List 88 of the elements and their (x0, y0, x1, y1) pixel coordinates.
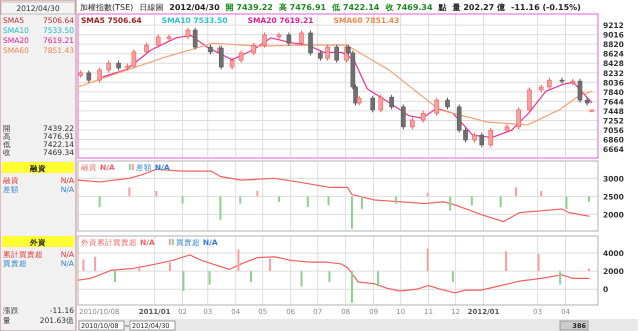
candlestick (325, 44, 330, 62)
candlestick (86, 70, 92, 84)
candlestick (116, 60, 121, 71)
candlestick (479, 132, 484, 148)
bar (256, 190, 258, 196)
candlestick (308, 30, 313, 56)
bar (328, 196, 330, 206)
bar (168, 262, 171, 272)
bar (565, 196, 568, 209)
candlestick (410, 117, 415, 130)
bar (470, 196, 473, 206)
candlestick (156, 34, 161, 48)
candlestick (445, 97, 450, 110)
bar (350, 271, 353, 303)
candlestick (238, 50, 244, 64)
text: 點 (438, 3, 447, 12)
line-series (77, 254, 590, 294)
bar (350, 196, 353, 229)
bar (377, 271, 380, 287)
bar (360, 196, 363, 209)
candlestick (186, 27, 190, 40)
candlestick (472, 132, 477, 143)
text: 收 7469.34 (385, 3, 433, 12)
candlestick (434, 97, 439, 116)
candlestick (192, 27, 198, 50)
bar (588, 196, 590, 202)
candlestick (578, 78, 582, 104)
bar (82, 259, 84, 272)
bar (500, 196, 502, 208)
bar (155, 190, 158, 196)
candlestick (208, 44, 213, 55)
candlestick (547, 77, 552, 90)
candlestick (516, 106, 521, 130)
bar (219, 196, 222, 220)
bar (182, 196, 184, 204)
bar (540, 190, 542, 196)
chart-subtitle: 日線圖 (139, 3, 164, 12)
bar (94, 256, 96, 272)
bar (98, 196, 101, 208)
bar (395, 196, 398, 204)
bar (128, 187, 130, 196)
text: -11.16 (-0.15%) (511, 3, 581, 12)
bar (268, 258, 271, 272)
candlestick (299, 30, 304, 46)
candlestick (420, 110, 426, 123)
bar (426, 192, 429, 196)
candlestick (370, 95, 375, 113)
line-series (77, 42, 592, 126)
bar (426, 248, 429, 272)
candlestick (286, 32, 292, 46)
bar (208, 271, 211, 285)
candlestick (144, 42, 149, 55)
candlestick (334, 44, 339, 64)
bar (300, 271, 302, 287)
bar (588, 268, 590, 272)
candlestick (389, 94, 394, 110)
bar (449, 196, 452, 211)
bar (306, 196, 309, 208)
text: 量 202.27 億 (452, 3, 506, 12)
bar (328, 271, 330, 282)
bar (559, 271, 562, 285)
candlestick (251, 42, 256, 56)
bar (138, 266, 140, 272)
candlestick (262, 32, 267, 48)
bar (114, 271, 116, 282)
bar (514, 187, 517, 196)
candlestick (527, 86, 532, 113)
candlestick (378, 94, 384, 113)
candlestick (401, 104, 406, 130)
bar (452, 271, 454, 282)
text: 開 7439.22 (226, 3, 273, 12)
bar (505, 251, 508, 272)
candlestick (356, 95, 362, 106)
text: 高 7476.91 (278, 2, 327, 12)
bar (538, 254, 540, 272)
bar (278, 196, 280, 202)
text: 低 7422.14 (331, 3, 380, 12)
candlestick (488, 127, 494, 148)
bar (239, 196, 242, 204)
bar (250, 271, 252, 282)
bar (237, 250, 240, 272)
candlestick (97, 67, 102, 84)
text: 2012/04/30 (169, 3, 220, 12)
candlestick (230, 57, 234, 70)
chart-title: 加權指數(TSE) (80, 3, 134, 12)
candlestick (318, 50, 323, 62)
bar (182, 271, 184, 292)
candlestick (106, 60, 111, 73)
